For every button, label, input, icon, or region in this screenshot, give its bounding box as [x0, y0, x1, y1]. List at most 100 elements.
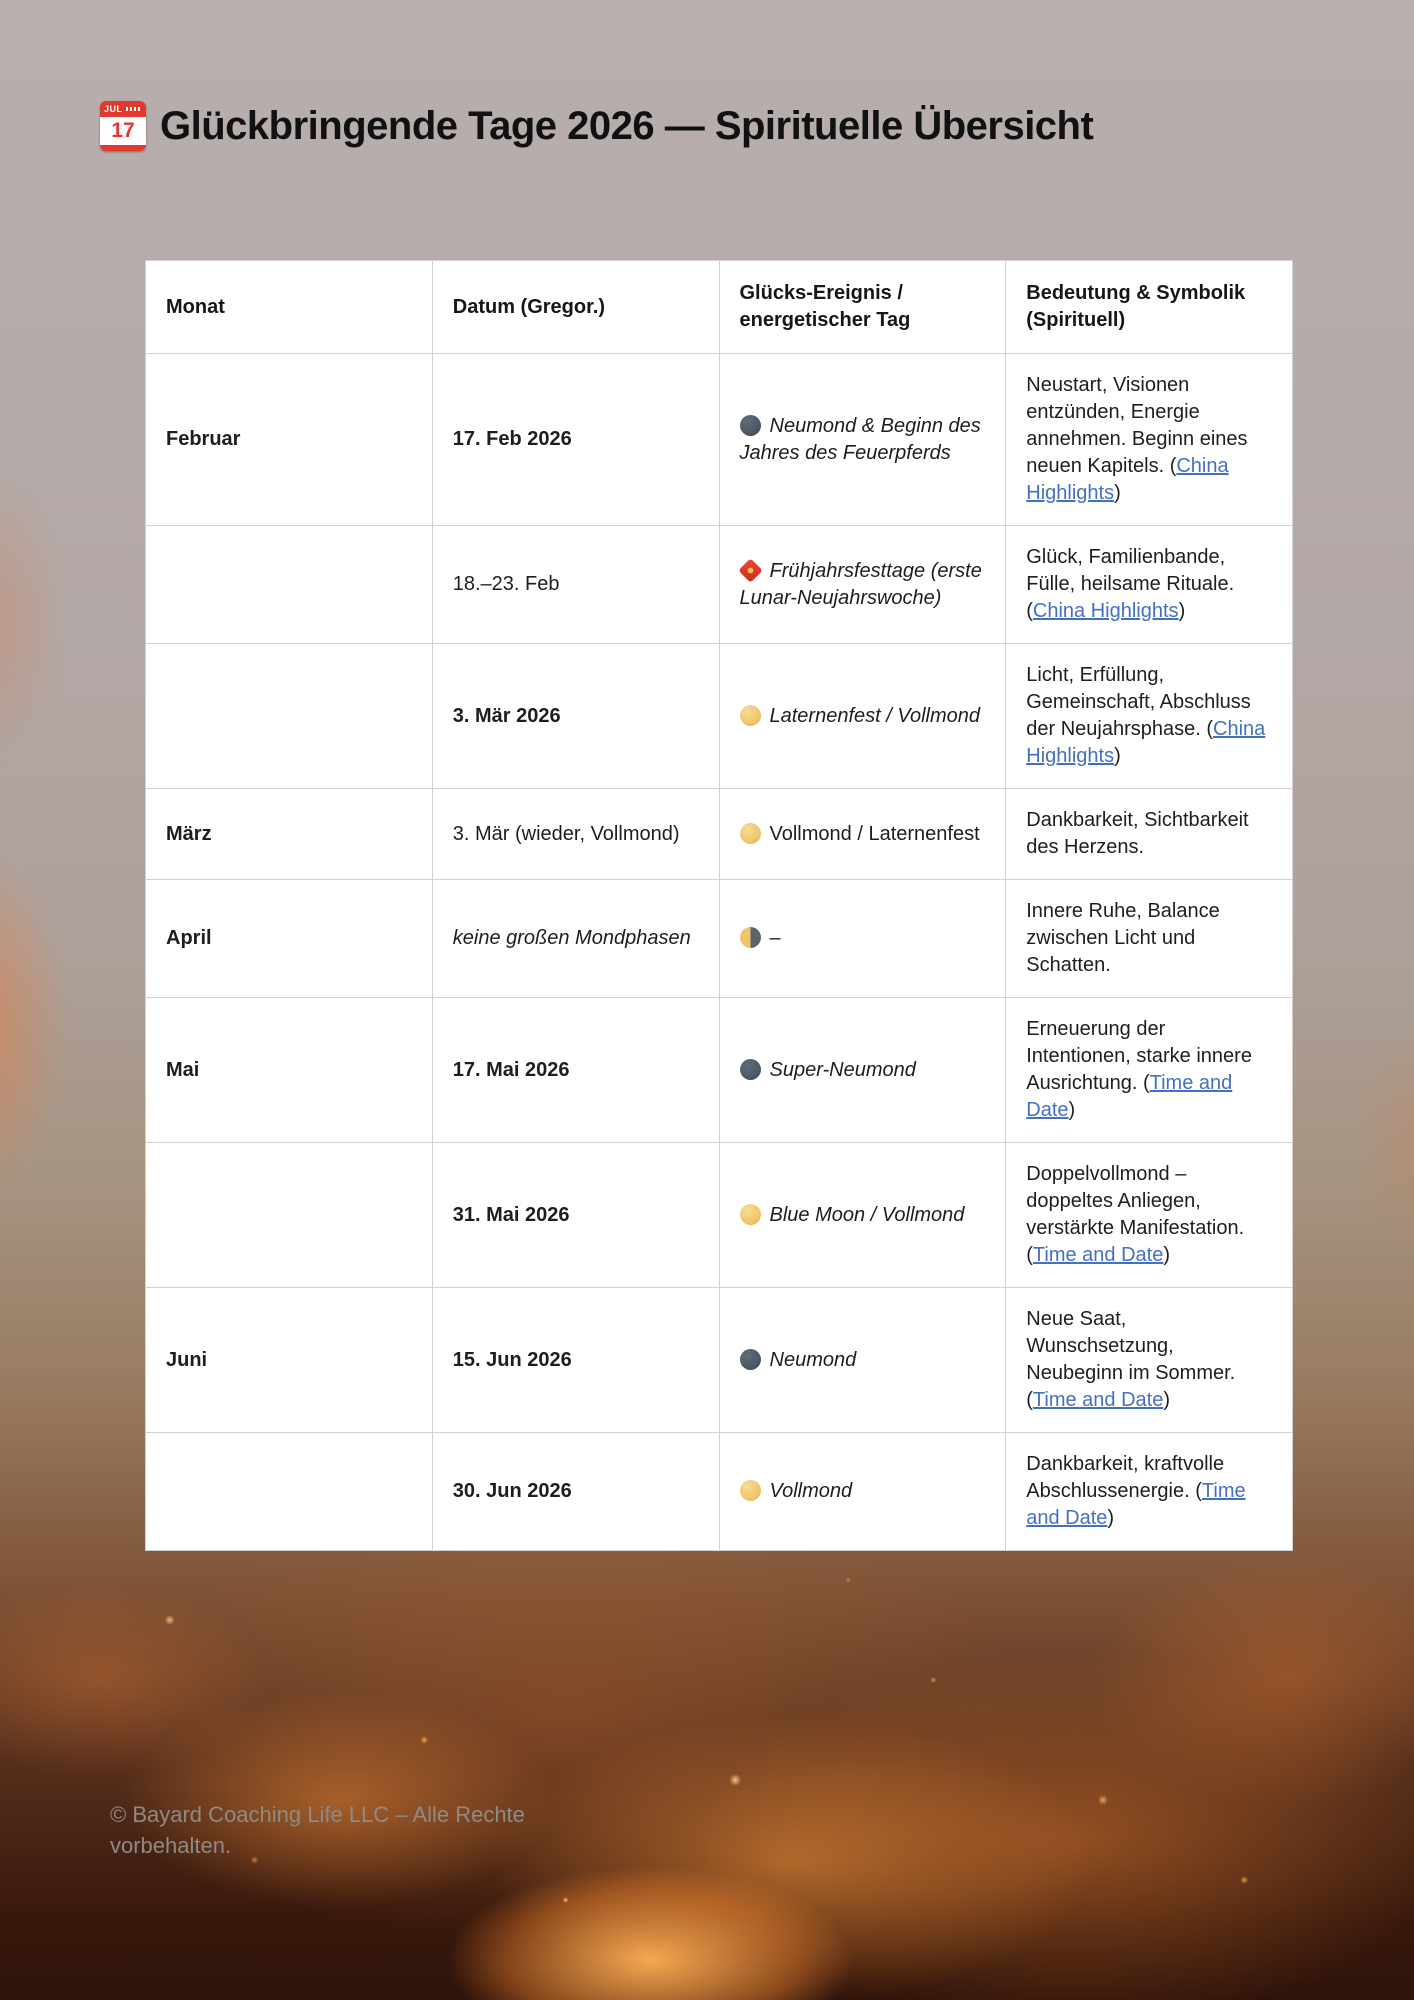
full-moon-icon — [739, 1203, 761, 1225]
source-link[interactable]: China Highlights — [1032, 600, 1179, 622]
event-cell: Blue Moon / Vollmond — [718, 1142, 1007, 1288]
event-label: Vollmond — [769, 1480, 853, 1502]
table-row: März 3. Mär (wieder, Vollmond) Vollmond … — [145, 788, 1293, 880]
meaning-text: Glück, Familienbande, Fülle, heilsame Ri… — [1026, 546, 1235, 622]
column-header-datum: Datum (Gregor.) — [431, 260, 720, 354]
meaning-cell: Licht, Erfüllung, Gemeinschaft, Abschlus… — [1005, 643, 1293, 789]
table-row: Mai 17. Mai 2026 Super-Neumond Erneuerun… — [145, 997, 1293, 1143]
new-moon-icon — [739, 1058, 761, 1080]
meaning-text-suffix: ) — [1163, 1244, 1171, 1266]
table-row: 3. Mär 2026 Laternenfest / Vollmond Lich… — [145, 643, 1293, 789]
column-header-bedeutung: Bedeutung & Symbolik (Spirituell) — [1005, 260, 1293, 354]
event-cell: – — [718, 879, 1007, 998]
source-link[interactable]: Time and Date — [1026, 1072, 1233, 1121]
page-header: JUL 17 Glückbringende Tage 2026 — Spirit… — [100, 101, 1094, 151]
lucky-days-table: Monat Datum (Gregor.) Glücks-Ereignis / … — [145, 260, 1293, 1551]
meaning-text: Doppelvollmond – doppeltes Anliegen, ver… — [1026, 1163, 1245, 1266]
month-cell — [145, 525, 433, 644]
meaning-text: Innere Ruhe, Balance zwischen Licht und … — [1026, 900, 1220, 976]
meaning-text: Dankbarkeit, kraftvolle Abschlussenergie… — [1026, 1453, 1225, 1502]
meaning-text-suffix: ) — [1107, 1507, 1115, 1529]
table-row: 18.–23. Feb Frühjahrsfesttage (erste Lun… — [145, 525, 1293, 644]
column-header-monat: Monat — [145, 260, 433, 354]
meaning-text: Licht, Erfüllung, Gemeinschaft, Abschlus… — [1026, 664, 1251, 740]
meaning-text-suffix: ) — [1114, 482, 1121, 504]
new-moon-icon — [739, 414, 761, 436]
red-envelope-icon — [737, 557, 763, 583]
event-label: Vollmond / Laternenfest — [769, 822, 980, 845]
calendar-icon: JUL 17 — [100, 101, 146, 151]
full-moon-icon — [739, 822, 761, 844]
month-cell: April — [145, 879, 433, 998]
month-cell — [145, 643, 433, 789]
event-label: Neumond — [769, 1348, 857, 1371]
full-moon-icon — [739, 1480, 761, 1501]
meaning-cell: Innere Ruhe, Balance zwischen Licht und … — [1005, 879, 1293, 998]
event-label: Blue Moon / Vollmond — [769, 1203, 965, 1226]
table-header-row: Monat Datum (Gregor.) Glücks-Ereignis / … — [145, 260, 1293, 354]
month-cell: März — [145, 788, 433, 880]
table-row: 31. Mai 2026 Blue Moon / Vollmond Doppel… — [145, 1142, 1293, 1288]
date-cell: keine großen Mondphasen — [431, 879, 720, 998]
month-cell: Mai — [145, 997, 433, 1143]
source-link[interactable]: China Highlights — [1026, 455, 1229, 504]
date-cell: 18.–23. Feb — [431, 525, 720, 644]
event-label: Neumond & Beginn des Jahres des Feuerpfe… — [739, 414, 981, 464]
month-cell: Juni — [145, 1287, 433, 1433]
calendar-icon-month: JUL — [100, 101, 146, 117]
source-link[interactable]: Time and Date — [1032, 1389, 1164, 1411]
meaning-cell: Dankbarkeit, kraftvolle Abschlussenergie… — [1005, 1432, 1293, 1551]
date-cell: 17. Mai 2026 — [431, 997, 720, 1143]
table-row: April keine großen Mondphasen – Innere R… — [145, 879, 1293, 998]
meaning-text: Erneuerung der Intentionen, starke inner… — [1026, 1018, 1252, 1094]
source-link[interactable]: Time and Date — [1026, 1480, 1246, 1529]
source-link[interactable]: Time and Date — [1032, 1244, 1164, 1266]
meaning-text-suffix: ) — [1178, 600, 1186, 622]
meaning-cell: Neue Saat, Wunschsetzung, Neubeginn im S… — [1005, 1287, 1293, 1433]
meaning-cell: Glück, Familienbande, Fülle, heilsame Ri… — [1005, 525, 1293, 644]
table-header: Monat Datum (Gregor.) Glücks-Ereignis / … — [145, 260, 1293, 354]
date-cell: 30. Jun 2026 — [431, 1432, 720, 1551]
meaning-text-suffix: ) — [1163, 1389, 1171, 1411]
date-cell: 3. Mär (wieder, Vollmond) — [431, 788, 720, 880]
meaning-cell: Dankbarkeit, Sichtbarkeit des Herzens. — [1005, 788, 1293, 880]
date-cell: 17. Feb 2026 — [431, 353, 720, 526]
meaning-text-suffix: ) — [1114, 745, 1121, 767]
event-cell: Neumond — [718, 1287, 1007, 1433]
date-cell: 15. Jun 2026 — [431, 1287, 720, 1433]
full-moon-icon — [739, 704, 761, 726]
month-cell: Februar — [145, 353, 433, 526]
event-label: – — [769, 927, 781, 949]
event-cell: Super-Neumond — [718, 997, 1007, 1143]
source-link[interactable]: China Highlights — [1026, 718, 1266, 767]
event-label: Laternenfest / Vollmond — [769, 704, 981, 727]
event-cell: Vollmond — [718, 1432, 1007, 1551]
meaning-cell: Erneuerung der Intentionen, starke inner… — [1005, 997, 1293, 1143]
date-cell: 31. Mai 2026 — [431, 1142, 720, 1288]
meaning-text: Dankbarkeit, Sichtbarkeit des Herzens. — [1026, 809, 1249, 858]
event-cell: Neumond & Beginn des Jahres des Feuerpfe… — [718, 353, 1007, 526]
month-cell — [145, 1142, 433, 1288]
meaning-text-suffix: ) — [1068, 1099, 1076, 1121]
event-cell: Frühjahrsfesttage (erste Lunar-Neujahrsw… — [718, 525, 1007, 644]
column-header-ereignis: Glücks-Ereignis / energetischer Tag — [718, 260, 1007, 354]
meaning-text: Neustart, Visionen entzünden, Energie an… — [1026, 374, 1248, 477]
event-cell: Vollmond / Laternenfest — [718, 788, 1007, 880]
table-body: Februar 17. Feb 2026 Neumond & Beginn de… — [145, 353, 1293, 1551]
table-row: Juni 15. Jun 2026 Neumond Neue Saat, Wun… — [145, 1287, 1293, 1433]
month-cell — [145, 1432, 433, 1551]
meaning-cell: Neustart, Visionen entzünden, Energie an… — [1005, 353, 1293, 526]
copyright-footer: © Bayard Coaching Life LLC – Alle Rechte… — [110, 1802, 525, 1858]
meaning-text: Neue Saat, Wunschsetzung, Neubeginn im S… — [1026, 1308, 1236, 1411]
meaning-cell: Doppelvollmond – doppeltes Anliegen, ver… — [1005, 1142, 1293, 1288]
new-moon-icon — [739, 1348, 761, 1370]
event-cell: Laternenfest / Vollmond — [718, 643, 1007, 789]
table-row: Februar 17. Feb 2026 Neumond & Beginn de… — [145, 353, 1293, 526]
date-cell: 3. Mär 2026 — [431, 643, 720, 789]
table-row: 30. Jun 2026 Vollmond Dankbarkeit, kraft… — [145, 1432, 1293, 1551]
event-label: Frühjahrsfesttage (erste Lunar-Neujahrsw… — [739, 559, 982, 609]
half-moon-icon — [739, 927, 761, 948]
calendar-icon-day: 17 — [111, 119, 135, 142]
page-title: Glückbringende Tage 2026 — Spirituelle Ü… — [160, 103, 1094, 148]
event-label: Super-Neumond — [769, 1058, 916, 1081]
